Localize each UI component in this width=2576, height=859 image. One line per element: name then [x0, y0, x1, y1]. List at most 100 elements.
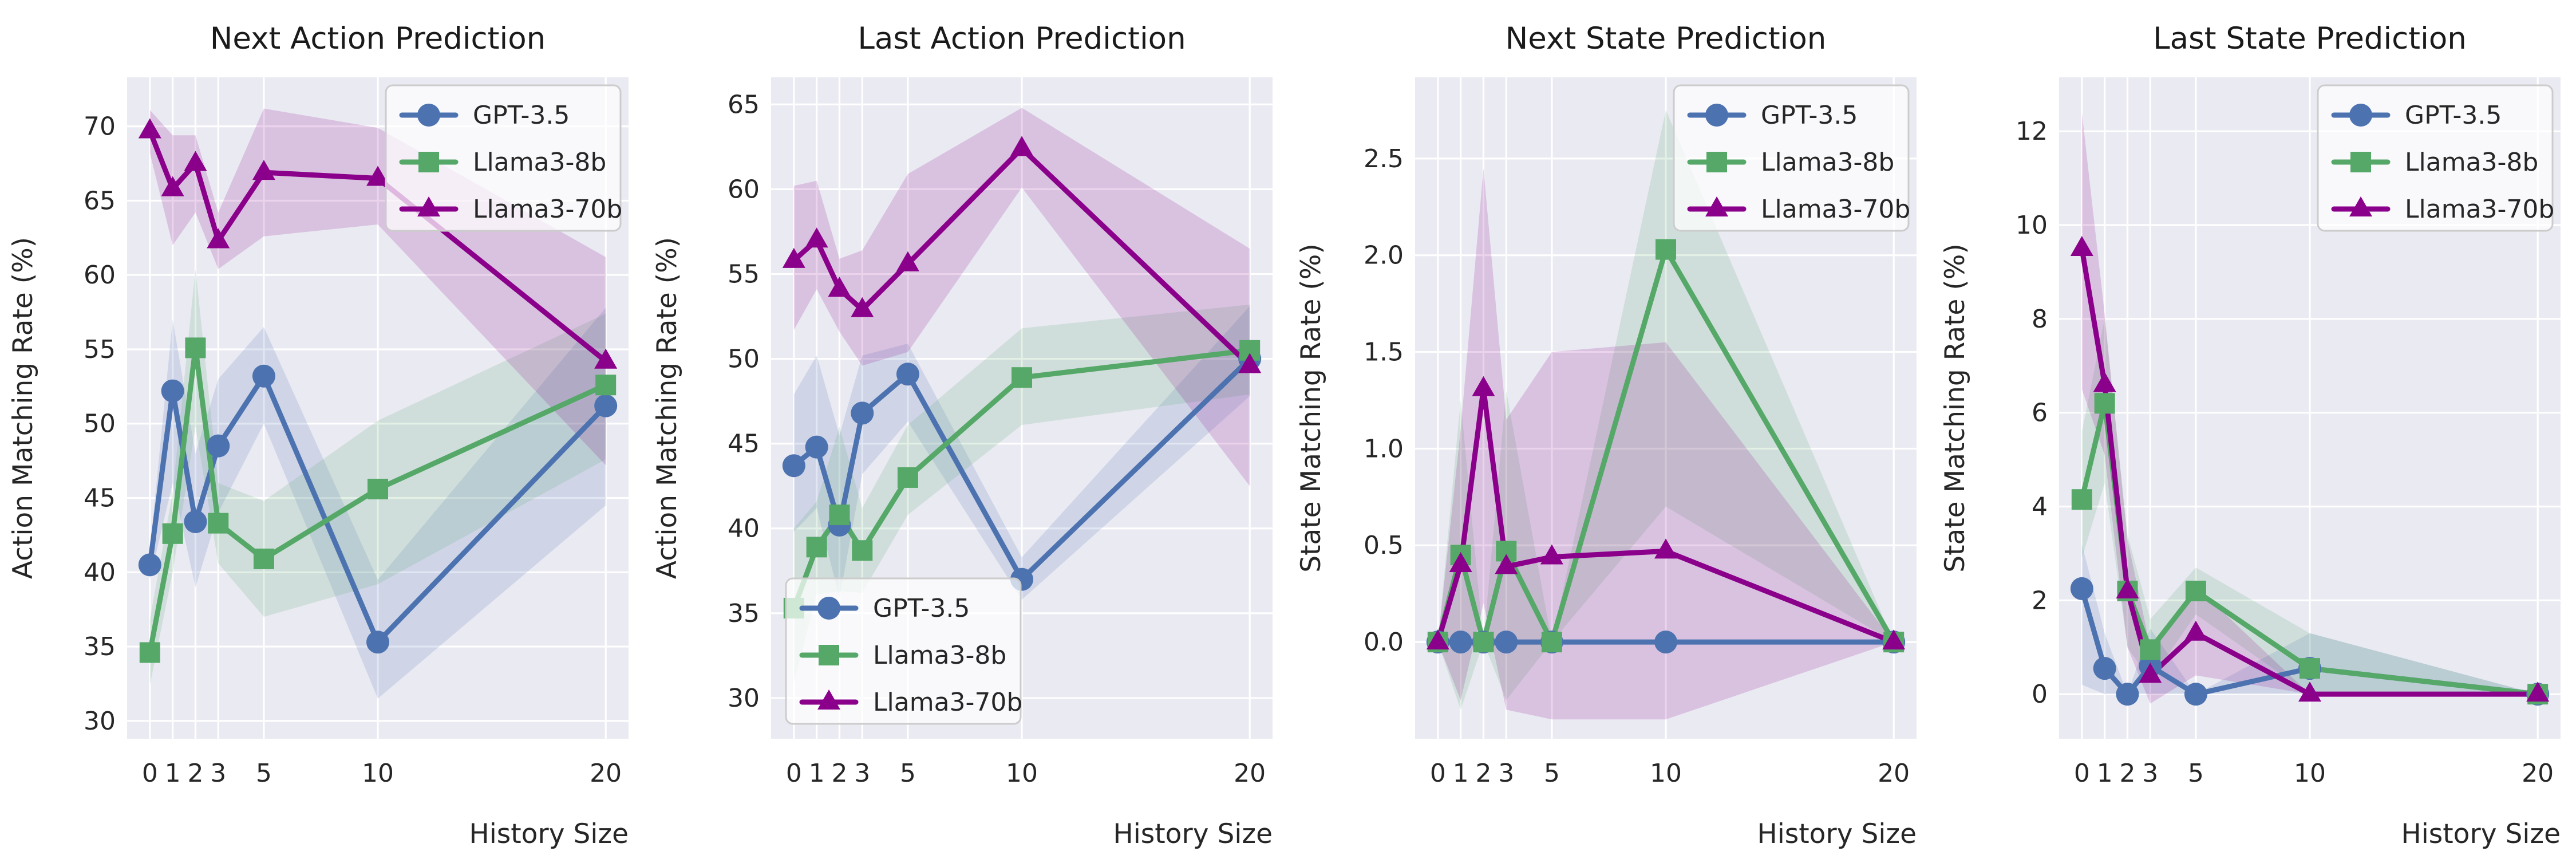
- x-tick-label: 10: [1650, 759, 1682, 788]
- legend-label-Llama3-70b: Llama3-70b: [2405, 195, 2554, 224]
- y-tick-label: 8: [2032, 305, 2048, 334]
- panel-title: Last State Prediction: [2153, 21, 2467, 56]
- confidence-band-GPT-3.5: [149, 308, 606, 699]
- square-marker-Llama3-8b: [2185, 580, 2206, 601]
- triangle-marker-Llama3-70b: [1238, 353, 1262, 373]
- legend-label-Llama3-8b: Llama3-8b: [1761, 148, 1894, 177]
- triangle-marker-Llama3-70b: [2093, 372, 2116, 392]
- y-axis-label: Action Matching Rate (%): [7, 237, 39, 579]
- x-tick-label: 0: [2074, 759, 2090, 788]
- y-tick-label: 70: [84, 112, 116, 141]
- y-axis-label: State Matching Rate (%): [1939, 243, 1971, 572]
- y-tick-label: 60: [728, 175, 760, 204]
- circle-marker-GPT-3.5: [782, 454, 805, 478]
- y-tick-label: 35: [728, 599, 760, 628]
- y-tick-labels: 0 2 4 6 8 10 12: [2016, 117, 2048, 709]
- legend-label-GPT-3.5: GPT-3.5: [2405, 101, 2502, 130]
- circle-marker-GPT-3.5: [2184, 683, 2207, 706]
- triangle-marker-Llama3-70b: [1495, 554, 1518, 574]
- y-tick-label: 45: [728, 430, 760, 459]
- square-marker-legend-Llama3-8b: [2350, 152, 2371, 172]
- y-tick-labels: 30 35 40 45 50 55 60 65 70: [84, 112, 116, 736]
- x-tick-labels: 0 1 2 3 5 10 20: [142, 759, 622, 788]
- triangle-marker-Llama3-70b: [2139, 663, 2162, 683]
- y-tick-label: 30: [84, 707, 116, 736]
- square-marker-Llama3-8b: [2300, 658, 2320, 679]
- y-tick-label: 2: [2032, 586, 2048, 615]
- legend-label-Llama3-70b: Llama3-70b: [873, 688, 1022, 717]
- circle-marker-legend-GPT-3.5: [417, 104, 440, 127]
- x-tick-label: 5: [256, 759, 272, 788]
- legend-label-Llama3-70b: Llama3-70b: [1761, 195, 1910, 224]
- square-marker-Llama3-8b: [829, 505, 850, 526]
- chart-svg-2: 0.0 0.5 1.0 1.5 2.0 2.5 0 1 2 3 5 10 20 Next State Pr…: [1295, 21, 1917, 850]
- y-tick-label: 40: [728, 514, 760, 543]
- triangle-marker-Llama3-70b: [1426, 629, 1449, 650]
- triangle-marker-Llama3-70b: [1010, 136, 1033, 156]
- panel-title: Next Action Prediction: [210, 21, 546, 56]
- triangle-marker-Llama3-70b: [138, 118, 161, 139]
- legend: GPT-3.5 Llama3-8b Llama3-70b: [1673, 84, 1910, 232]
- legend-label-Llama3-70b: Llama3-70b: [473, 195, 622, 224]
- x-axis-label: History Size: [1113, 818, 1273, 850]
- series-markers-Llama3-70b: [2070, 235, 2550, 702]
- triangle-marker-Llama3-70b: [782, 247, 805, 268]
- square-marker-Llama3-8b: [1656, 239, 1676, 260]
- x-tick-label: 5: [2188, 759, 2204, 788]
- y-tick-labels: 0.0 0.5 1.0 1.5 2.0 2.5: [1364, 144, 1404, 657]
- confidence-band-Llama3-70b: [1437, 168, 1894, 720]
- triangle-marker-Llama3-70b: [184, 151, 207, 171]
- series-markers-Llama3-8b: [139, 337, 617, 663]
- circle-marker-GPT-3.5: [2093, 657, 2116, 680]
- x-axis-label: History Size: [1757, 818, 1917, 850]
- legend: GPT-3.5 Llama3-8b Llama3-70b: [785, 577, 1022, 725]
- x-tick-label: 20: [590, 759, 622, 788]
- y-tick-label: 2.5: [1364, 144, 1404, 174]
- x-tick-label: 20: [1234, 759, 1266, 788]
- y-tick-label: 60: [84, 261, 116, 290]
- y-tick-label: 4: [2032, 492, 2048, 521]
- square-marker-Llama3-8b: [595, 375, 617, 396]
- legend-label-Llama3-8b: Llama3-8b: [873, 641, 1006, 670]
- y-tick-label: 55: [728, 259, 760, 289]
- triangle-marker-Llama3-70b: [1449, 552, 1472, 573]
- triangle-marker-legend-Llama3-70b: [2349, 196, 2372, 216]
- x-tick-label: 2: [187, 759, 203, 788]
- square-marker-Llama3-8b: [185, 337, 206, 358]
- triangle-marker-Llama3-70b: [1882, 629, 1906, 650]
- triangle-marker-Llama3-70b: [805, 227, 828, 248]
- circle-marker-GPT-3.5: [594, 394, 618, 417]
- confidence-band-Llama3-8b: [1437, 110, 1894, 710]
- y-axis-label: State Matching Rate (%): [1295, 243, 1327, 572]
- y-tick-label: 2.0: [1364, 241, 1404, 270]
- x-tick-labels: 0 1 2 3 5 10 20: [2074, 759, 2554, 788]
- circle-marker-GPT-3.5: [1449, 631, 1472, 654]
- square-marker-Llama3-8b: [162, 523, 183, 544]
- x-tick-label: 10: [1006, 759, 1038, 788]
- triangle-marker-Llama3-70b: [1654, 538, 1677, 559]
- series-markers-Llama3-8b: [783, 340, 1261, 618]
- triangle-marker-Llama3-70b: [828, 277, 851, 297]
- legend-label-GPT-3.5: GPT-3.5: [473, 101, 570, 130]
- circle-marker-GPT-3.5: [366, 631, 389, 654]
- circle-marker-GPT-3.5: [2116, 683, 2139, 706]
- gridlines: [2059, 77, 2561, 739]
- x-tick-label: 1: [165, 759, 181, 788]
- square-marker-legend-Llama3-8b: [418, 152, 439, 172]
- legend: GPT-3.5 Llama3-8b Llama3-70b: [385, 84, 622, 232]
- y-tick-label: 1.0: [1364, 434, 1404, 463]
- y-tick-label: 12: [2016, 117, 2048, 146]
- y-tick-label: 10: [2016, 211, 2048, 240]
- square-marker-Llama3-8b: [208, 513, 229, 534]
- square-marker-Llama3-8b: [1541, 632, 1562, 653]
- confidence-band-Llama3-70b: [2081, 112, 2538, 704]
- confidence-band-Llama3-8b: [793, 304, 1250, 683]
- panel-next-state-prediction: 0.0 0.5 1.0 1.5 2.0 2.5 0 1 2 3 5 10 20 Next State Pr…: [1288, 0, 1932, 859]
- y-tick-label: 6: [2032, 399, 2048, 428]
- triangle-marker-Llama3-70b: [851, 297, 874, 317]
- chart-svg-3: 0 2 4 6 8 10 12 0 1 2 3 5 10 20 Last State Prediction S…: [1939, 21, 2561, 850]
- y-tick-labels: 30 35 40 45 50 55 60 65: [728, 90, 760, 713]
- series-markers-GPT-3.5: [138, 364, 618, 654]
- triangle-marker-Llama3-70b: [2526, 681, 2550, 702]
